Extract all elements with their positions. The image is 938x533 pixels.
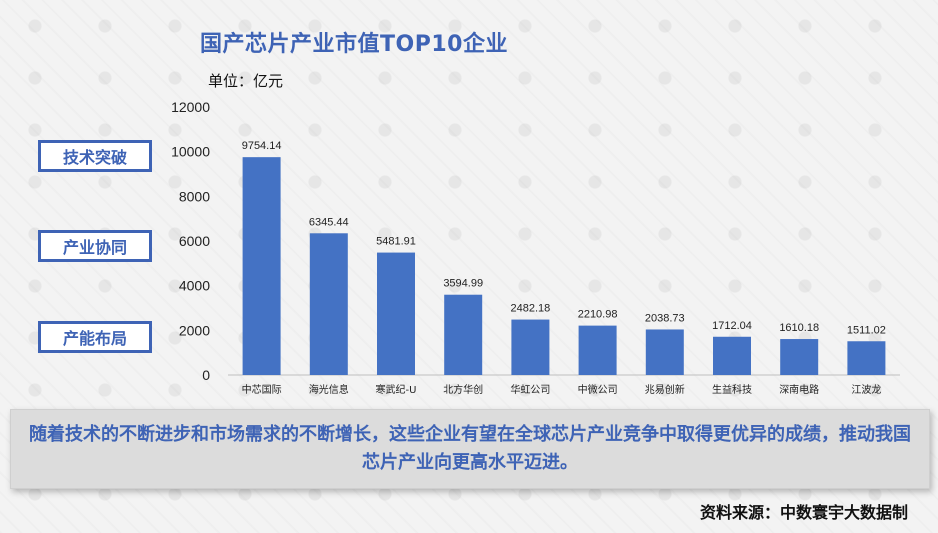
side-label-capacity-layout: 产能布局 [38, 321, 152, 353]
x-tick-label: 生益科技 [712, 383, 752, 396]
bar [444, 294, 483, 375]
bar [377, 252, 415, 375]
chart-title: 国产芯片产业市值TOP10企业 [200, 32, 508, 57]
data-label: 6345.44 [309, 216, 349, 228]
x-tick-label: 兆易创新 [645, 383, 685, 396]
data-label: 2210.98 [578, 309, 618, 321]
source-note: 资料来源：中数寰宇大数据制 [699, 503, 908, 522]
x-tick-label: 寒武纪-U [376, 383, 417, 396]
bar [847, 341, 886, 375]
data-label: 3594.99 [443, 278, 483, 290]
unit-label: 单位：亿元 [208, 72, 284, 90]
bar [309, 233, 348, 375]
y-tick-label: 0 [202, 367, 210, 383]
bar [578, 325, 617, 375]
x-tick-label: 中芯国际 [242, 383, 282, 396]
x-tick-label: 江波龙 [851, 383, 881, 396]
conclusion-box: 随着技术的不断进步和市场需求的不断增长，这些企业有望在全球芯片产业竞争中取得更优… [10, 409, 930, 489]
data-label: 1511.02 [847, 324, 886, 336]
side-label-tech-breakthrough: 技术突破 [38, 140, 152, 172]
y-tick-label: 10000 [171, 144, 210, 160]
y-tick-label: 8000 [179, 188, 210, 204]
conclusion-text: 随着技术的不断进步和市场需求的不断增长，这些企业有望在全球芯片产业竞争中取得更优… [29, 424, 911, 473]
x-tick-label: 华虹公司 [510, 383, 550, 396]
y-tick-label: 12000 [171, 99, 210, 115]
data-label: 1712.04 [712, 320, 752, 332]
bar [713, 336, 751, 375]
data-label: 5481.91 [376, 236, 416, 248]
data-label: 1610.18 [779, 322, 819, 334]
bar [242, 157, 281, 375]
x-tick-label: 中微公司 [578, 383, 618, 396]
x-tick-label: 北方华创 [443, 383, 483, 396]
x-tick-label: 深南电路 [779, 383, 819, 396]
data-label: 2038.73 [645, 312, 685, 324]
bar [780, 339, 819, 375]
bar-chart: 0 2000 4000 6000 8000 10000 12000 9754.14 中芯国际 63… [171, 99, 900, 396]
bar [645, 329, 684, 375]
bar [511, 319, 550, 375]
y-tick-label: 6000 [179, 233, 210, 249]
data-label: 2482.18 [511, 303, 551, 315]
data-label: 9754.14 [242, 140, 282, 152]
x-tick-label: 海光信息 [309, 383, 349, 396]
side-label-industry-synergy: 产业协同 [38, 230, 152, 262]
y-tick-label: 4000 [179, 278, 210, 294]
y-tick-label: 2000 [179, 322, 210, 338]
